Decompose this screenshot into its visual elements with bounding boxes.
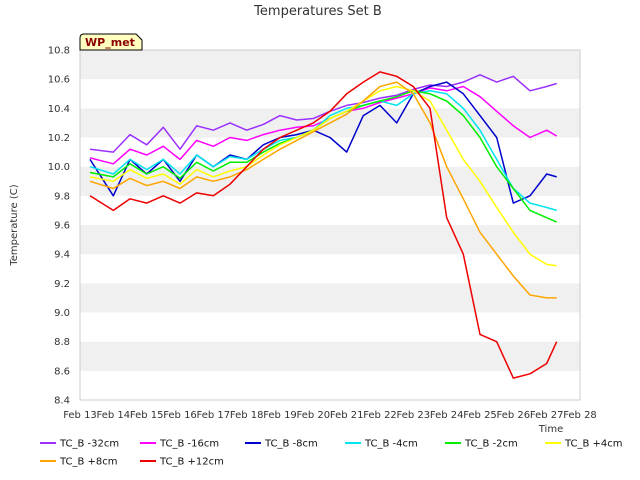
series-line-tc-b-8cm [89,81,557,299]
legend-label: TC_B -16cm [159,439,219,450]
series-line-tc-b-12cm [89,71,558,379]
x-tick-label: Feb 20 [297,410,331,421]
legend-label: TC_B +4cm [564,439,623,450]
series-line-tc-b-4cm [89,90,557,212]
wp-met-badge: WP_met [79,33,143,51]
x-tick-label: Feb 13 [63,410,97,421]
grid-band [80,370,580,400]
plot-frame [79,49,581,401]
x-tick-label: Feb 16 [163,410,197,421]
grid-band [80,137,580,167]
legend-label: TC_B +12cm [159,457,224,468]
y-tick-label: 9.0 [54,308,70,319]
y-tick-label: 10.2 [48,133,70,144]
legend-label: TC_B -2cm [464,439,518,450]
x-axis-ticks: Feb 13 Feb 14 Feb 15 Feb 16 Feb 17 Feb 18 Feb … [63,410,597,421]
y-tick-label: 9.4 [54,250,70,261]
x-tick-label: Feb 18 [230,410,264,421]
x-tick-label: Feb 27 [530,410,564,421]
grid-band [80,79,580,109]
x-tick-label: Feb 21 [330,410,364,421]
grid-band [80,312,580,342]
x-tick-label: Feb 24 [430,410,464,421]
x-tick-label: Feb 28 [563,410,597,421]
x-tick-label: Feb 19 [263,410,297,421]
legend-label: TC_B -32cm [59,439,119,450]
legend-label: TC_B -4cm [364,439,418,450]
y-tick-label: 10.0 [48,162,70,173]
grid-bands [80,50,580,400]
x-tick-label: Feb 26 [497,410,531,421]
x-tick-label: Feb 22 [363,410,397,421]
series-layer [89,71,558,379]
x-axis-title: Time [538,424,563,435]
y-tick-label: 10.4 [48,104,70,115]
x-tick-label: Feb 15 [130,410,164,421]
x-tick-label: Feb 17 [197,410,231,421]
series-line-tc-b-4cm [89,85,557,267]
legend-label: TC_B +8cm [59,457,118,468]
y-tick-label: 10.6 [48,75,70,86]
y-tick-label: 10.8 [48,46,70,57]
legend: TC_B -32cm TC_B -16cm TC_B -8cm TC_B -4cm TC… [40,439,623,468]
legend-label: TC_B -8cm [264,439,318,450]
y-axis-ticks: 8.4 8.6 8.8 9.0 9.2 9.4 9.6 9.8 10.0 10.2 10.4 10.6… [48,46,70,407]
y-tick-label: 8.4 [54,396,70,407]
y-axis-title: Temperature (C) [9,184,20,266]
y-tick-label: 9.6 [54,221,70,232]
x-tick-label: Feb 25 [463,410,497,421]
grid-band [80,341,580,371]
grid-band [80,195,580,225]
grid-band [80,254,580,284]
grid-band [80,225,580,255]
chart-title: Temperatures Set B [253,4,382,19]
badge-label: WP_met [85,36,135,49]
y-tick-label: 8.8 [54,337,70,348]
y-tick-label: 8.6 [54,366,70,377]
x-tick-label: Feb 14 [97,410,131,421]
y-tick-label: 9.8 [54,191,70,202]
x-tick-label: Feb 23 [397,410,431,421]
y-tick-label: 9.2 [54,279,70,290]
grid-band [80,283,580,313]
grid-band [80,50,580,80]
